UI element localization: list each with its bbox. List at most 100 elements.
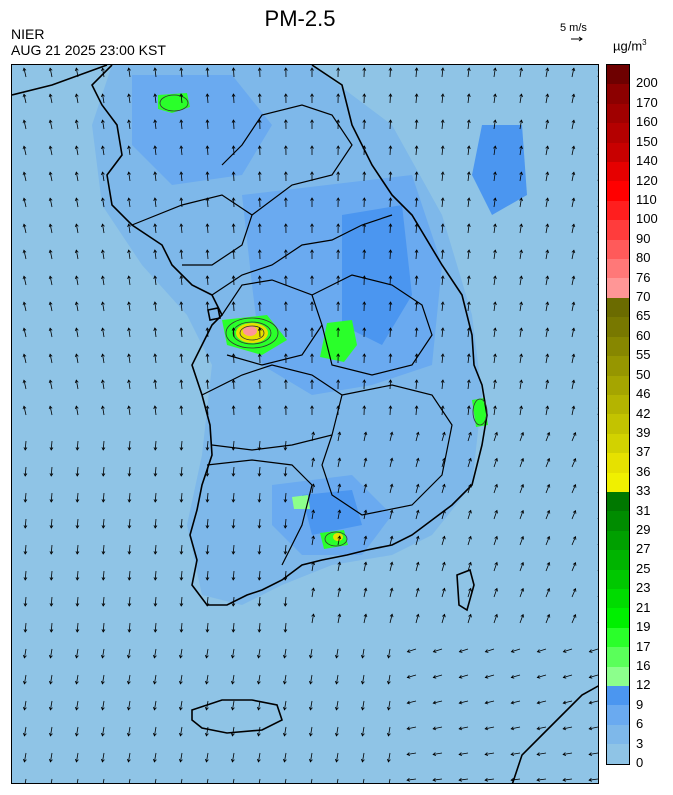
wind-arrow-icon (597, 153, 598, 155)
wind-arrowhead-icon (22, 301, 27, 306)
wind-arrowhead-icon (282, 706, 287, 711)
wind-arrow-icon (389, 67, 391, 78)
wind-arrow-icon (154, 674, 157, 684)
wind-arrow-icon (128, 440, 131, 451)
wind-arrowhead-icon (283, 473, 288, 477)
wind-arrow-icon (24, 570, 27, 581)
wind-arrow-icon (206, 440, 209, 451)
wind-arrow-icon (537, 726, 547, 730)
wind-arrow-icon (493, 224, 496, 234)
wind-arrowhead-icon (308, 654, 313, 659)
wind-arrow-icon (467, 484, 472, 494)
wind-arrowhead-icon (48, 654, 53, 659)
wind-arrowhead-icon (494, 457, 498, 462)
wind-arrowhead-icon (23, 473, 28, 477)
wind-arrowhead-icon (597, 407, 598, 409)
wind-arrowhead-icon (205, 405, 210, 409)
wind-arrow-icon (206, 119, 209, 130)
legend-swatch (607, 65, 629, 85)
wind-arrowhead-icon (458, 700, 463, 705)
wind-arrow-icon (511, 700, 521, 704)
wind-arrowhead-icon (49, 577, 54, 581)
wind-arrow-icon (363, 588, 367, 598)
wind-arrow-icon (545, 68, 549, 78)
wind-arrowhead-icon (466, 145, 471, 149)
wind-arrow-icon (589, 700, 598, 704)
wind-arrowhead-icon (468, 509, 472, 514)
wind-arrow-icon (233, 249, 235, 260)
wind-arrow-icon (102, 648, 105, 658)
wind-arrow-icon (571, 614, 576, 624)
legend-tick-label: 160 (636, 114, 658, 130)
wind-arrow-icon (258, 518, 261, 529)
wind-arrowhead-icon (179, 499, 184, 503)
wind-arrow-icon (389, 588, 393, 598)
wind-arrow-icon (589, 778, 598, 781)
wind-arrow-icon (597, 309, 598, 311)
wind-arrow-icon (75, 302, 79, 312)
wind-arrowhead-icon (179, 379, 184, 383)
wind-arrowhead-icon (204, 732, 209, 737)
legend-swatch (607, 588, 629, 609)
legend-tick-label: 19 (636, 619, 651, 635)
wind-arrow-icon (511, 674, 521, 678)
wind-arrow-icon (537, 700, 547, 704)
wind-arrowhead-icon (588, 778, 592, 782)
wind-arrowhead-icon (545, 353, 550, 358)
wind-arrowhead-icon (388, 145, 393, 149)
wind-arrowhead-icon (572, 614, 577, 618)
wind-arrowhead-icon (415, 431, 420, 436)
wind-arrowhead-icon (388, 275, 393, 279)
wind-arrowhead-icon (458, 649, 463, 653)
wind-arrow-icon (128, 172, 131, 182)
agency-label: NIER (11, 26, 45, 42)
wind-arrowhead-icon (231, 327, 236, 331)
wind-arrow-icon (363, 432, 367, 442)
wind-arrowhead-icon (363, 431, 368, 436)
wind-arrow-icon (519, 354, 522, 364)
wind-arrow-icon (102, 466, 105, 477)
wind-arrow-icon (154, 250, 157, 260)
wind-arrowhead-icon (597, 329, 598, 331)
wind-arrowhead-icon (536, 752, 541, 756)
wind-arrowhead-icon (127, 447, 132, 451)
wind-arrowhead-icon (231, 603, 236, 607)
wind-arrow-icon (493, 536, 498, 546)
wind-arrowhead-icon (440, 301, 445, 305)
wind-arrow-icon (493, 250, 496, 260)
wind-arrowhead-icon (127, 249, 131, 254)
wind-arrowhead-icon (442, 457, 446, 462)
wind-arrow-icon (232, 544, 235, 555)
wind-arrowhead-icon (48, 758, 53, 763)
wind-arrow-icon (337, 458, 341, 468)
wind-arrowhead-icon (386, 680, 391, 685)
wind-arrowhead-icon (520, 561, 525, 566)
wind-arrow-icon (311, 562, 314, 572)
wind-arrowhead-icon (362, 145, 367, 149)
wind-arrowhead-icon (308, 680, 313, 685)
wind-arrow-icon (388, 700, 391, 710)
legend-tick-label: 21 (636, 599, 651, 615)
wind-arrowhead-icon (414, 301, 419, 305)
wind-arrow-icon (24, 466, 27, 477)
wind-arrow-icon (571, 68, 575, 78)
wind-arrowhead-icon (127, 67, 131, 72)
wind-arrowhead-icon (336, 67, 341, 71)
wind-arrowhead-icon (74, 301, 79, 306)
wind-arrowhead-icon (466, 119, 471, 123)
wind-arrowhead-icon (231, 67, 236, 71)
wind-arrowhead-icon (22, 275, 27, 280)
wind-arrowhead-icon (256, 758, 261, 763)
wind-arrowhead-icon (519, 301, 523, 306)
wind-arrowhead-icon (127, 145, 131, 150)
wind-arrowhead-icon (49, 603, 54, 607)
wind-arrowhead-icon (126, 680, 131, 685)
wind-arrow-icon (50, 492, 53, 503)
wind-arrow-icon (154, 94, 157, 104)
legend-tick-label: 33 (636, 483, 651, 499)
wind-arrowhead-icon (75, 577, 80, 581)
wind-arrowhead-icon (362, 327, 367, 331)
legend-swatch (607, 569, 629, 589)
wind-arrowhead-icon (257, 67, 262, 71)
wind-arrowhead-icon (363, 587, 368, 592)
